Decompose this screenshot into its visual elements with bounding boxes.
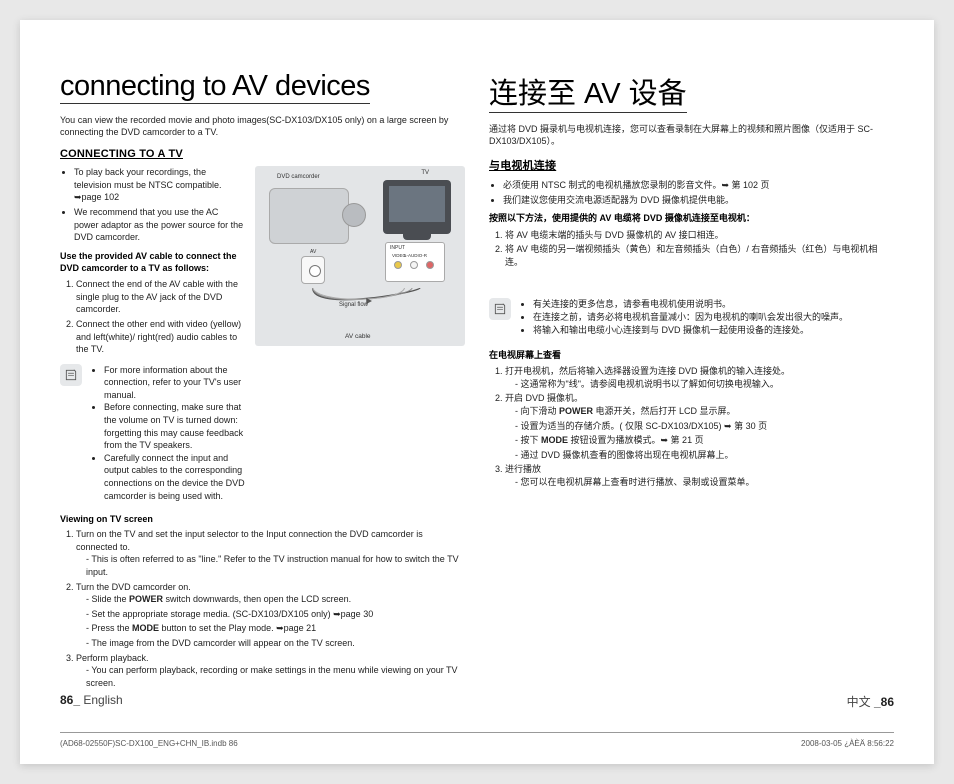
bold-use-en: Use the provided AV cable to connect the… — [60, 250, 245, 274]
list-item: Connect the other end with video (yellow… — [76, 318, 245, 356]
list-item: Connect the end of the AV cable with the… — [76, 278, 245, 316]
note-box-en: For more information about the connectio… — [60, 364, 245, 503]
list-item: 有关连接的更多信息，请参看电视机使用说明书。 — [533, 298, 848, 311]
footer-left: 86_ English — [60, 693, 123, 710]
list-item: Turn on the TV and set the input selecto… — [76, 528, 465, 578]
step-text: 进行播放 — [505, 464, 541, 474]
footer-label-cn: 中文 — [847, 695, 871, 709]
list-item: 必须使用 NTSC 制式的电视机播放您录制的影音文件。➥ 第 102 页 — [503, 179, 894, 192]
tv-shape — [383, 180, 451, 234]
note-icon — [489, 298, 511, 320]
sub-list: 您可以在电视机屏幕上查看时进行播放、录制或设置菜单。 — [505, 476, 894, 489]
sub-list: Slide the POWER switch downwards, then o… — [76, 593, 465, 649]
viewing-steps-cn: 打开电视机，然后将输入选择器设置为连接 DVD 摄像机的输入连接处。 这通常称为… — [489, 365, 894, 488]
sub-list: This is often referred to as "line." Ref… — [76, 553, 465, 578]
list-item: 将 AV 电缆的另一端视频插头（黄色）和左音频插头（白色）/ 右音频插头（红色）… — [505, 243, 894, 268]
note-list-en: For more information about the connectio… — [90, 364, 245, 503]
list-item: Perform playback. You can perform playba… — [76, 652, 465, 690]
av-label: AV — [310, 249, 316, 255]
jack-video-icon — [394, 261, 402, 269]
sub-list: 向下滑动 POWER 电源开关，然后打开 LCD 显示屏。 设置为适当的存储介质… — [505, 405, 894, 461]
sub-list: You can perform playback, recording or m… — [76, 664, 465, 689]
list-item: Carefully connect the input and output c… — [104, 452, 245, 502]
tv-input-panel: INPUT VIDEO L-AUDIO-R — [385, 242, 445, 282]
pre-bullets-cn: 必须使用 NTSC 制式的电视机播放您录制的影音文件。➥ 第 102 页 我们建… — [489, 179, 894, 206]
jack-right-icon — [426, 261, 434, 269]
step-text: Turn the DVD camcorder on. — [76, 582, 191, 592]
diagram-dvd-label: DVD camcorder — [277, 174, 320, 180]
list-item: 在连接之前，请务必将电视机音量减小：因为电视机的喇叭会发出很大的噪声。 — [533, 311, 848, 324]
viewing-head-en: Viewing on TV screen — [60, 514, 465, 524]
note-list-cn: 有关连接的更多信息，请参看电视机使用说明书。 在连接之前，请务必将电视机音量减小… — [519, 298, 848, 336]
page-num-en: 86_ — [60, 693, 80, 707]
page-num-cn: _86 — [874, 695, 894, 709]
list-item: 这通常称为"线"。请参阅电视机说明书以了解如何切换电视输入。 — [515, 378, 894, 391]
list-item: Slide the POWER switch downwards, then o… — [86, 593, 465, 606]
list-item: You can perform playback, recording or m… — [86, 664, 465, 689]
list-item: Turn the DVD camcorder on. Slide the POW… — [76, 581, 465, 650]
list-item: To play back your recordings, the televi… — [74, 166, 245, 204]
subhead-en: CONNECTING TO A TV — [60, 148, 465, 160]
list-item: 进行播放 您可以在电视机屏幕上查看时进行播放、录制或设置菜单。 — [505, 463, 894, 488]
list-item: For more information about the connectio… — [104, 364, 245, 402]
camcorder-shape — [269, 188, 349, 244]
av-cable-label: AV cable — [345, 333, 371, 340]
english-column: connecting to AV devices You can view th… — [60, 70, 465, 691]
print-footprint: (AD68-02550F)SC-DX100_ENG+CHN_IB.indb 86… — [60, 732, 894, 748]
title-en: connecting to AV devices — [60, 70, 370, 104]
jack-left-icon — [410, 261, 418, 269]
connect-steps-cn: 将 AV 电缆末端的插头与 DVD 摄像机的 AV 接口相连。 将 AV 电缆的… — [489, 229, 894, 269]
list-item: The image from the DVD camcorder will ap… — [86, 637, 465, 650]
list-item: 将输入和输出电缆小心连接到与 DVD 摄像机一起使用设备的连接处。 — [533, 324, 848, 337]
input-label: INPUT — [390, 245, 405, 251]
two-column-layout: connecting to AV devices You can view th… — [60, 70, 894, 691]
chinese-column: 连接至 AV 设备 通过将 DVD 摄录机与电视机连接，您可以查看录制在大屏幕上… — [489, 70, 894, 691]
title-cn: 连接至 AV 设备 — [489, 70, 687, 113]
signal-flow-label: Signal flow — [339, 302, 368, 308]
footer-label-en: English — [83, 693, 122, 707]
list-item: We recommend that you use the AC power a… — [74, 206, 245, 244]
footprint-date: 2008-03-05 ¿ÀÈÄ 8:56:22 — [801, 739, 894, 748]
text-and-diagram-row: To play back your recordings, the televi… — [60, 166, 465, 502]
list-item: 打开电视机，然后将输入选择器设置为连接 DVD 摄像机的输入连接处。 这通常称为… — [505, 365, 894, 390]
connection-diagram: DVD camcorder TV AV INPUT VIDEO L-AUDIO-… — [255, 166, 465, 346]
list-item: Set the appropriate storage media. (SC-D… — [86, 608, 465, 621]
list-item: 我们建议您使用交流电源适配器为 DVD 摄像机提供电能。 — [503, 194, 894, 207]
list-item: 开启 DVD 摄像机。 向下滑动 POWER 电源开关，然后打开 LCD 显示屏… — [505, 392, 894, 461]
step-text: 开启 DVD 摄像机。 — [505, 393, 583, 403]
connect-steps-en: Connect the end of the AV cable with the… — [60, 278, 245, 356]
viewing-head-cn: 在电视屏幕上查看 — [489, 348, 894, 361]
step-text: Turn on the TV and set the input selecto… — [76, 529, 423, 552]
audio-label: L-AUDIO-R — [404, 253, 427, 258]
intro-en: You can view the recorded movie and phot… — [60, 114, 465, 138]
footer-right: 中文 _86 — [847, 693, 894, 710]
diagram-tv-label: TV — [421, 170, 429, 176]
viewing-steps-en: Turn on the TV and set the input selecto… — [60, 528, 465, 689]
note-box-cn: 有关连接的更多信息，请参看电视机使用说明书。 在连接之前，请务必将电视机音量减小… — [489, 298, 894, 336]
intro-cn: 通过将 DVD 摄录机与电视机连接，您可以查看录制在大屏幕上的视频和照片图像（仅… — [489, 123, 894, 147]
bold-use-cn: 按照以下方法，使用提供的 AV 电缆将 DVD 摄像机连接至电视机： — [489, 212, 894, 224]
subhead-cn: 与电视机连接 — [489, 157, 894, 173]
document-page: connecting to AV devices You can view th… — [20, 20, 934, 764]
sub-list: 这通常称为"线"。请参阅电视机说明书以了解如何切换电视输入。 — [505, 378, 894, 391]
pre-bullets-en: To play back your recordings, the televi… — [60, 166, 245, 244]
list-item: This is often referred to as "line." Ref… — [86, 553, 465, 578]
list-item: 通过 DVD 摄像机查看的图像将出现在电视机屏幕上。 — [515, 449, 894, 462]
step-text: 打开电视机，然后将输入选择器设置为连接 DVD 摄像机的输入连接处。 — [505, 366, 790, 376]
list-item: 设置为适当的存储介质。( 仅限 SC-DX103/DX105) ➥ 第 30 页 — [515, 420, 894, 433]
av-jack: AV — [301, 256, 325, 284]
connect-text-en: To play back your recordings, the televi… — [60, 166, 245, 502]
step-text: Perform playback. — [76, 653, 149, 663]
list-item: 您可以在电视机屏幕上查看时进行播放、录制或设置菜单。 — [515, 476, 894, 489]
cable-wire — [305, 288, 439, 318]
list-item: 将 AV 电缆末端的插头与 DVD 摄像机的 AV 接口相连。 — [505, 229, 894, 242]
note-icon — [60, 364, 82, 386]
list-item: Before connecting, make sure that the vo… — [104, 401, 245, 451]
page-footer: 86_ English 中文 _86 — [60, 693, 894, 710]
list-item: Press the MODE button to set the Play mo… — [86, 622, 465, 635]
list-item: 按下 MODE 按钮设置为播放模式。➥ 第 21 页 — [515, 434, 894, 447]
footprint-file: (AD68-02550F)SC-DX100_ENG+CHN_IB.indb 86 — [60, 739, 238, 748]
list-item: 向下滑动 POWER 电源开关，然后打开 LCD 显示屏。 — [515, 405, 894, 418]
